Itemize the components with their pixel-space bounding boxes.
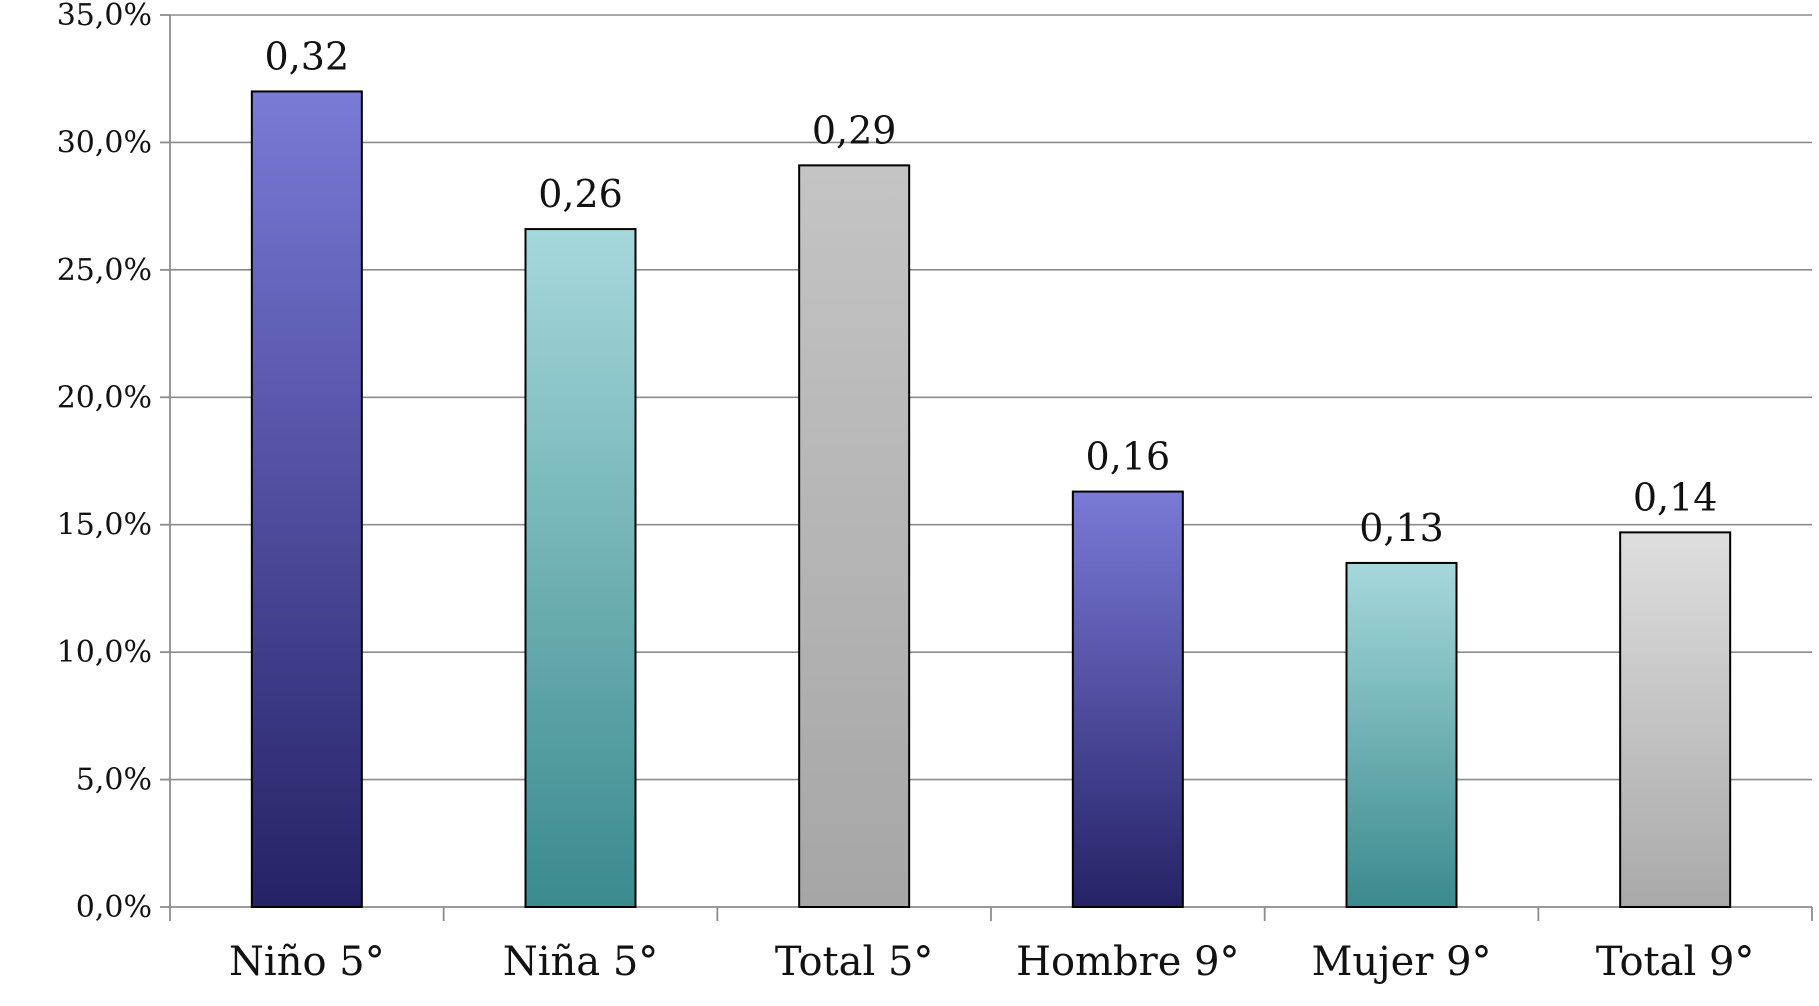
bar — [798, 164, 911, 908]
axes — [160, 14, 1813, 921]
labels: 0,0% 5,0% 10,0% 15,0% 20,0% 25,0% 30,0% 35,0% 0,… — [57, 0, 1755, 985]
bars — [250, 90, 1732, 908]
gridlines — [170, 14, 1812, 781]
x-tick-label: Total 5° — [775, 939, 934, 985]
y-tick-label: 30,0% — [57, 125, 152, 160]
x-tick-label: Hombre 9° — [1016, 939, 1239, 985]
data-label: 0,13 — [1359, 506, 1444, 550]
bar — [524, 228, 637, 908]
data-label: 0,26 — [538, 172, 623, 216]
x-tick-label: Total 9° — [1596, 939, 1755, 985]
y-tick-label: 20,0% — [57, 380, 152, 415]
y-tick-label: 5,0% — [76, 763, 152, 798]
x-tick-label: Niño 5° — [229, 939, 385, 985]
x-tick-label: Niña 5° — [503, 939, 659, 985]
bar — [250, 90, 363, 908]
data-label: 0,29 — [812, 108, 897, 152]
data-label: 0,14 — [1633, 475, 1718, 519]
data-label: 0,16 — [1086, 435, 1171, 479]
x-tick-label: Mujer 9° — [1311, 939, 1491, 985]
y-tick-label: 25,0% — [57, 253, 152, 288]
data-label: 0,32 — [265, 34, 350, 78]
bar — [1345, 561, 1458, 908]
y-tick-label: 0,0% — [76, 890, 152, 925]
y-tick-label: 35,0% — [57, 0, 152, 33]
bar — [1619, 531, 1732, 908]
y-tick-label: 10,0% — [57, 635, 152, 670]
bar — [1071, 490, 1184, 908]
y-tick-label: 15,0% — [57, 508, 152, 543]
